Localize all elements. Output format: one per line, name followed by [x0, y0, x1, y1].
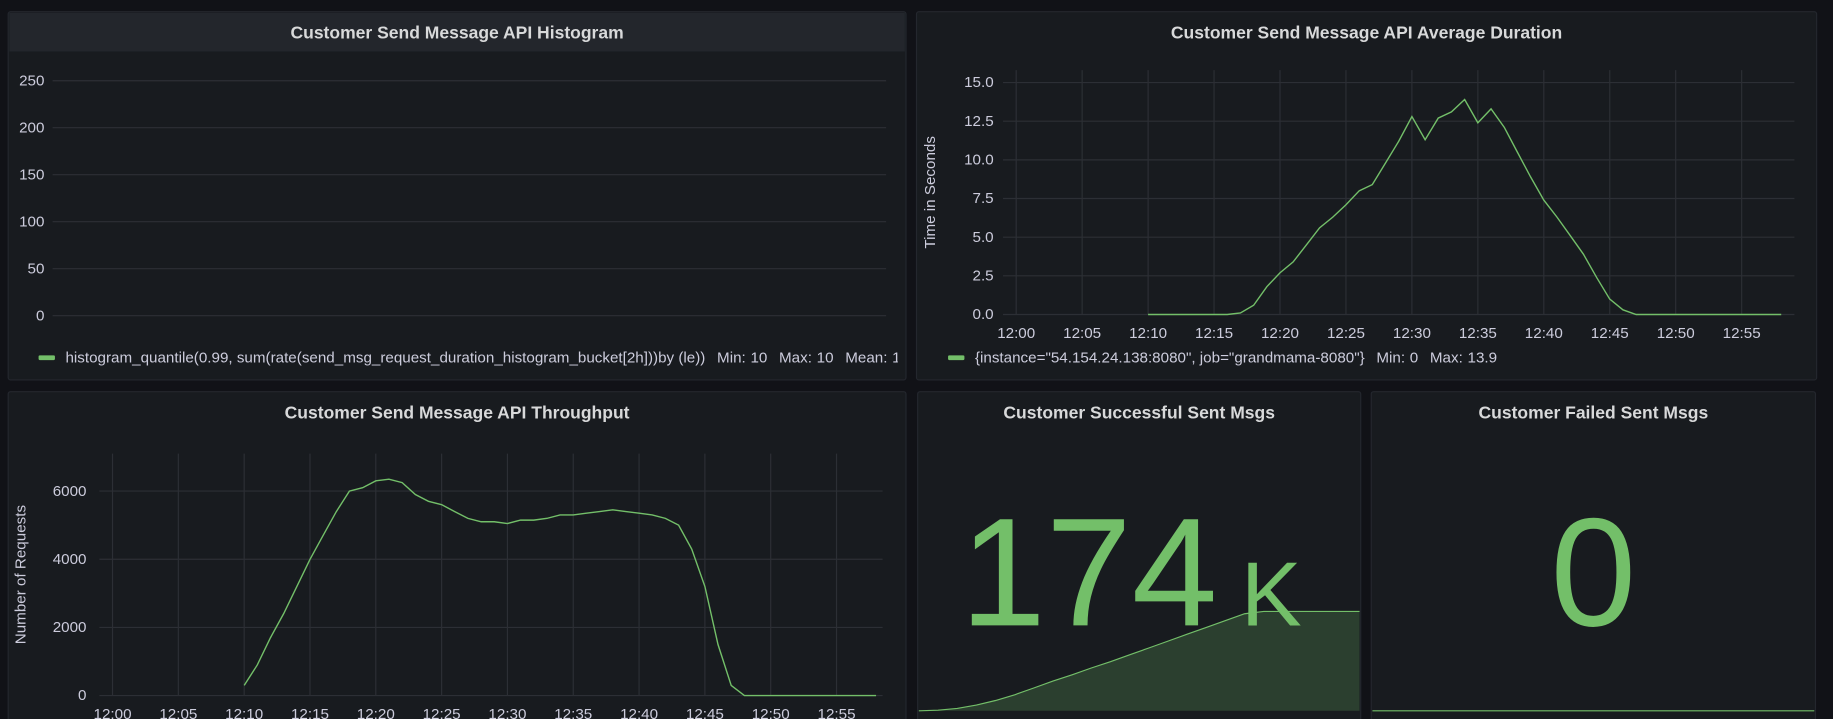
legend-stat-label: Min:: [1376, 349, 1405, 366]
legend-swatch: [948, 355, 964, 360]
legend-stat: Max: 10: [779, 349, 834, 366]
panel-title: Customer Failed Sent Msgs: [1479, 403, 1709, 423]
x-tick-label: 12:10: [1129, 325, 1167, 342]
x-tick-label: 12:40: [620, 706, 658, 719]
legend-stat-label: Min:: [717, 349, 746, 366]
legend-stat-label: Max:: [779, 349, 812, 366]
legend-label: {instance="54.154.24.138:8080", job="gra…: [975, 349, 1365, 366]
panel-title: Customer Send Message API Throughput: [285, 403, 630, 423]
x-tick-label: 12:05: [1063, 325, 1101, 342]
y-tick-label: 100: [19, 213, 44, 230]
x-tick-label: 12:30: [1393, 325, 1431, 342]
x-tick-label: 12:00: [997, 325, 1035, 342]
legend-stat-value: 10: [817, 349, 834, 366]
y-tick-label: 5.0: [973, 229, 994, 246]
legend-swatch: [39, 355, 55, 360]
y-tick-label: 6000: [53, 483, 87, 500]
x-tick-label: 12:00: [94, 706, 132, 719]
legend-stat-label: Mean:: [845, 349, 887, 366]
y-tick-label: 0.0: [973, 306, 994, 323]
x-tick-label: 12:15: [1195, 325, 1233, 342]
x-tick-label: 12:25: [1327, 325, 1365, 342]
y-tick-label: 200: [19, 119, 44, 136]
x-tick-label: 12:20: [1261, 325, 1299, 342]
x-tick-label: 12:30: [488, 706, 526, 719]
legend: histogram_quantile(0.99, sum(rate(send_m…: [39, 349, 909, 366]
legend-stat-value: 13.9: [1468, 349, 1498, 366]
x-tick-label: 12:40: [1525, 325, 1563, 342]
legend-label: histogram_quantile(0.99, sum(rate(send_m…: [65, 349, 705, 366]
x-tick-label: 12:10: [225, 706, 263, 719]
y-tick-label: 50: [28, 260, 45, 277]
y-axis-label: Number of Requests: [13, 505, 30, 645]
x-tick-label: 12:05: [159, 706, 197, 719]
y-tick-label: 2000: [53, 619, 87, 636]
x-tick-label: 12:55: [818, 706, 856, 719]
x-tick-label: 12:45: [686, 706, 724, 719]
x-tick-label: 12:55: [1723, 325, 1761, 342]
legend-stat-value: 0: [1410, 349, 1418, 366]
legend: {instance="54.154.24.138:8080", job="gra…: [948, 349, 1497, 366]
x-tick-label: 12:15: [291, 706, 329, 719]
y-tick-label: 150: [19, 166, 44, 183]
legend-stat-value: 10: [750, 349, 767, 366]
x-tick-label: 12:50: [1657, 325, 1695, 342]
x-tick-label: 12:20: [357, 706, 395, 719]
y-tick-label: 0: [36, 307, 44, 324]
stat-value: 174: [960, 485, 1217, 658]
legend-stat: Min: 0: [1376, 349, 1418, 366]
stat-value: 0: [1550, 485, 1636, 658]
panel-title: Customer Successful Sent Msgs: [1003, 403, 1275, 423]
y-tick-label: 12.5: [964, 113, 994, 130]
panel-title: Customer Send Message API Histogram: [290, 23, 623, 43]
legend-stat-label: Max:: [1430, 349, 1463, 366]
x-tick-label: 12:45: [1591, 325, 1629, 342]
y-tick-label: 15.0: [964, 74, 994, 91]
stat-unit: K: [1241, 543, 1302, 645]
y-tick-label: 7.5: [973, 190, 994, 207]
y-tick-label: 0: [78, 687, 86, 704]
y-tick-label: 4000: [53, 551, 87, 568]
x-tick-label: 12:35: [554, 706, 592, 719]
x-tick-label: 12:50: [752, 706, 790, 719]
panel: [8, 12, 906, 380]
y-tick-label: 250: [19, 72, 44, 89]
x-tick-label: 12:35: [1459, 325, 1497, 342]
panel-title: Customer Send Message API Average Durati…: [1171, 23, 1562, 43]
y-axis-label: Time in Seconds: [922, 136, 939, 249]
x-tick-label: 12:25: [423, 706, 461, 719]
y-tick-label: 2.5: [973, 268, 994, 285]
panel: [8, 392, 906, 719]
legend-stat: Min:10: [717, 349, 767, 366]
y-tick-label: 10.0: [964, 152, 994, 169]
